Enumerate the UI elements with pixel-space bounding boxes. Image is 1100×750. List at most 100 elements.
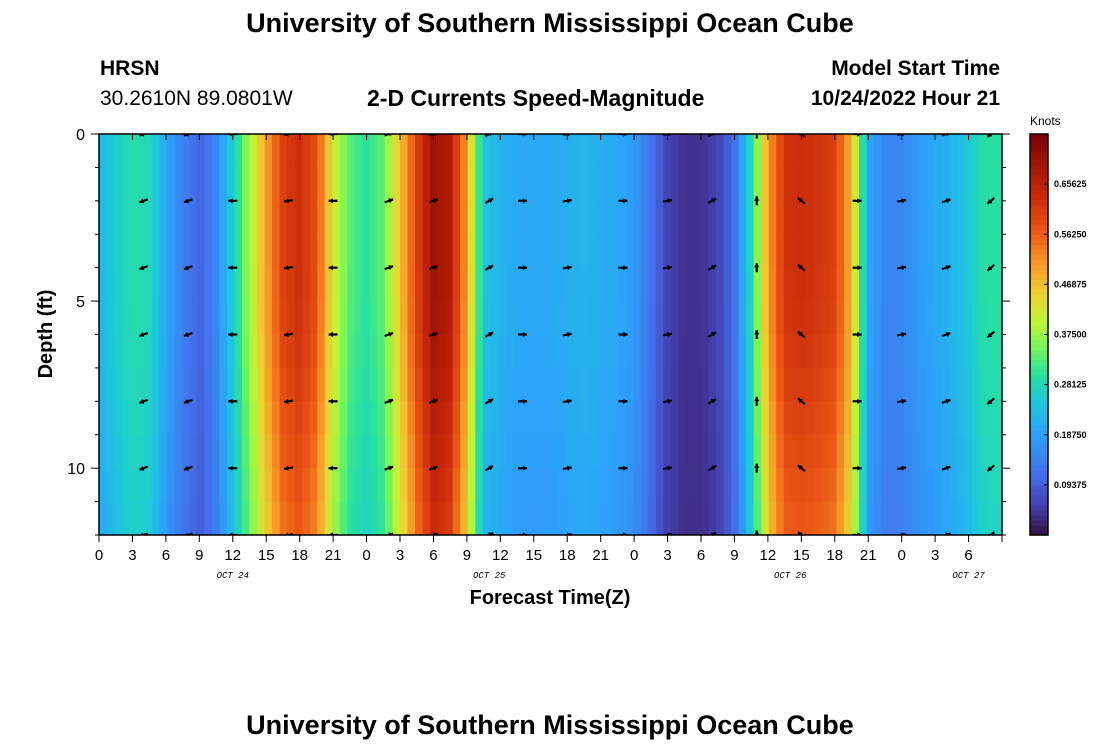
- heatmap-cell: [467, 501, 476, 535]
- heatmap-cell: [129, 134, 138, 169]
- heatmap-cell: [437, 401, 446, 436]
- heatmap-cell: [174, 367, 183, 402]
- heatmap-cell: [670, 200, 680, 235]
- heatmap-cell: [655, 134, 664, 169]
- heatmap-cell: [618, 167, 627, 202]
- heatmap-cell: [843, 468, 853, 503]
- heatmap-cell: [806, 334, 815, 369]
- heatmap-cell: [618, 468, 627, 503]
- heatmap-cell: [121, 434, 130, 469]
- heatmap-cell: [971, 301, 981, 336]
- heatmap-cell: [241, 367, 251, 402]
- heatmap-cell: [926, 167, 935, 202]
- heatmap-cell: [565, 267, 574, 302]
- x-tick-label: 15: [793, 547, 810, 564]
- heatmap-cell: [324, 134, 333, 169]
- heatmap-cell: [189, 367, 198, 402]
- heatmap-cell: [708, 401, 717, 436]
- heatmap-cell: [384, 267, 394, 302]
- heatmap-cell: [189, 234, 198, 269]
- heatmap-cell: [919, 501, 928, 535]
- heatmap-cell: [542, 200, 552, 235]
- heatmap-cell: [806, 434, 815, 469]
- heatmap-cell: [648, 200, 657, 235]
- heatmap-cell: [129, 301, 138, 336]
- heatmap-cell: [798, 401, 807, 436]
- heatmap-cell: [302, 334, 311, 369]
- heatmap-cell: [971, 468, 981, 503]
- heatmap-cell: [400, 200, 409, 235]
- heatmap-cell: [791, 501, 800, 535]
- heatmap-cell: [302, 134, 311, 169]
- heatmap-cell: [836, 501, 845, 535]
- heatmap-cell: [445, 167, 454, 202]
- heatmap-cell: [151, 234, 160, 269]
- colorbar-step: [1030, 504, 1048, 511]
- heatmap-cell: [204, 301, 213, 336]
- heatmap-cell: [106, 501, 115, 535]
- colorbar-step: [1030, 224, 1048, 230]
- colorbar-step: [1030, 329, 1048, 336]
- heatmap-cell: [407, 367, 416, 402]
- heatmap-cell: [430, 200, 439, 235]
- heatmap-cell: [783, 301, 792, 336]
- colorbar-step: [1030, 149, 1048, 155]
- heatmap-cell: [445, 267, 454, 302]
- heatmap-cell: [678, 501, 687, 535]
- heatmap-cell: [166, 234, 175, 269]
- heatmap-cell: [257, 468, 266, 503]
- heatmap-cell: [746, 200, 755, 235]
- heatmap-cell: [655, 301, 664, 336]
- colorbar-step: [1030, 254, 1048, 260]
- heatmap-cell: [889, 367, 898, 402]
- heatmap-cell: [362, 334, 371, 369]
- heatmap-cell: [580, 234, 589, 269]
- heatmap-cell: [332, 468, 341, 503]
- heatmap-cell: [302, 267, 311, 302]
- heatmap-cell: [874, 134, 883, 169]
- heatmap-cell: [828, 501, 838, 535]
- heatmap-cell: [821, 200, 830, 235]
- heatmap-cell: [911, 367, 920, 402]
- heatmap-cell: [136, 468, 145, 503]
- x-tick-label: 9: [463, 547, 471, 564]
- heatmap-cell: [347, 267, 356, 302]
- heatmap-cell: [174, 234, 183, 269]
- heatmap-cell: [294, 301, 303, 336]
- heatmap-cell: [610, 401, 619, 436]
- current-vector: [384, 331, 394, 338]
- heatmap-cell: [211, 301, 220, 336]
- heatmap-cell: [889, 134, 898, 169]
- colorbar-step: [1030, 229, 1048, 235]
- heatmap-cell: [384, 334, 394, 369]
- heatmap-cell: [520, 267, 529, 302]
- heatmap-cell: [904, 267, 913, 302]
- heatmap-cell: [264, 134, 273, 169]
- heatmap-cell: [241, 134, 251, 169]
- heatmap-cell: [896, 267, 905, 302]
- heatmap-cell: [512, 200, 522, 235]
- heatmap-cell: [226, 167, 236, 202]
- x-tick-label: 12: [760, 547, 777, 564]
- heatmap-cell: [452, 167, 461, 202]
- heatmap-cell: [979, 200, 988, 235]
- heatmap-cell: [234, 267, 243, 302]
- heatmap-cell: [565, 334, 574, 369]
- heatmap-cell: [279, 301, 288, 336]
- heatmap-cell: [129, 468, 138, 503]
- heatmap-cell: [354, 167, 363, 202]
- heatmap-cell: [806, 468, 815, 503]
- heatmap-cell: [618, 200, 627, 235]
- heatmap-cell: [738, 200, 747, 235]
- heatmap-cell: [99, 334, 108, 369]
- heatmap-cell: [392, 200, 401, 235]
- heatmap-cell: [362, 267, 371, 302]
- heatmap-cell: [279, 434, 288, 469]
- heatmap-cell: [505, 301, 514, 336]
- heatmap-cell: [369, 134, 379, 169]
- heatmap-cell: [422, 501, 431, 535]
- heatmap-cell: [114, 434, 123, 469]
- colorbar-step: [1030, 169, 1048, 175]
- heatmap-cell: [211, 401, 220, 436]
- heatmap-cell: [994, 200, 1002, 235]
